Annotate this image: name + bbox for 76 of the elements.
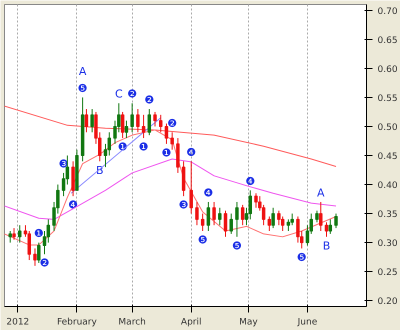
y-tick-label: 0.60 (378, 64, 398, 75)
candlestick (90, 108, 94, 133)
y-tick-label: 0.25 (378, 268, 398, 278)
annotation: ❺ (198, 234, 208, 246)
annotation: ❹ (68, 198, 78, 212)
x-tick-label: March (118, 318, 146, 328)
candlestick (200, 213, 204, 232)
x-tick-label: February (56, 318, 98, 328)
candlestick (212, 201, 216, 226)
candlestick (254, 192, 258, 208)
candlestick (218, 207, 222, 226)
candlestick (268, 216, 272, 232)
candlestick (206, 201, 210, 232)
annotation: ❸ (178, 198, 189, 212)
annotation: ❹ (186, 146, 196, 159)
annotation: A (317, 186, 326, 200)
annotation: ❶ (138, 140, 149, 154)
annotation: ❶ (34, 227, 44, 240)
y-tick-label: 0.20 (378, 297, 398, 308)
candlestick (176, 138, 180, 174)
candlestick (130, 102, 134, 133)
candlestick (324, 222, 328, 238)
candlestick (319, 201, 323, 232)
candlestick (71, 160, 75, 197)
annotation: ❹ (203, 186, 214, 200)
candlestick (158, 114, 162, 133)
candlestick (182, 160, 186, 197)
candlestick (33, 248, 37, 266)
x-tick-label: May (239, 318, 258, 328)
annotation: ❺ (232, 239, 242, 252)
candlestick (148, 108, 152, 136)
line-series (4, 106, 337, 168)
annotation: ❶ (118, 140, 128, 154)
annotation: ❶ (162, 146, 172, 160)
y-tick-label: 0.45 (378, 152, 398, 162)
y-tick-label: 0.70 (378, 6, 398, 17)
annotation: ❺ (78, 82, 88, 95)
candlestick (12, 228, 16, 240)
candlestick (142, 114, 146, 139)
candlestick (315, 210, 319, 223)
candlestick (334, 213, 338, 229)
y-tick-label: 0.65 (378, 36, 398, 46)
annotation: ❷ (167, 116, 178, 130)
candlestick (170, 132, 174, 150)
candlestick (136, 108, 140, 133)
y-tick-label: 0.30 (378, 239, 398, 250)
annotation: ❷ (144, 94, 154, 107)
annotation: ❷ (40, 256, 50, 270)
candlestick (271, 207, 275, 229)
y-tick-label: 0.35 (378, 210, 398, 220)
y-tick-label: 0.40 (378, 181, 398, 192)
candlestick (120, 111, 124, 139)
x-tick-label: April (180, 318, 202, 328)
candlestick (8, 230, 12, 244)
candlestick (153, 111, 157, 127)
candlestick (37, 242, 41, 264)
annotation: B (322, 239, 330, 252)
candlestick (164, 123, 168, 144)
annotation: A (78, 64, 87, 78)
annotation: C (114, 88, 123, 101)
annotation: ❷ (127, 88, 138, 101)
candlestick (124, 120, 128, 139)
x-tick-label: 2012 (6, 318, 30, 328)
candlestick (235, 201, 239, 238)
y-tick-label: 0.50 (378, 122, 398, 133)
candlestick (18, 224, 22, 244)
candlestick (84, 108, 88, 133)
candlestick (189, 160, 193, 214)
y-tick-label: 0.55 (378, 94, 398, 104)
annotation: ❹ (245, 174, 256, 188)
x-tick-label: June (296, 318, 318, 328)
annotation: ❺ (296, 250, 307, 264)
candlestick (240, 204, 244, 226)
candlestick (229, 213, 233, 234)
candlestick (195, 201, 199, 226)
candlestick (328, 218, 332, 234)
